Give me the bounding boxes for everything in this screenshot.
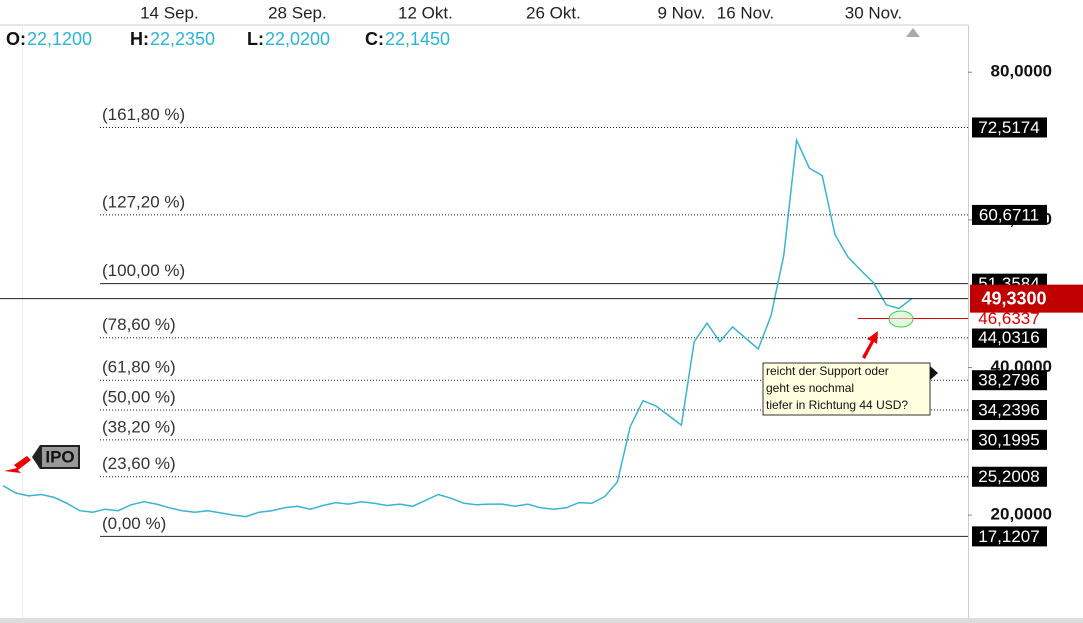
fib-value-box (972, 327, 1047, 348)
ohlc-label: H: (130, 29, 149, 49)
fib-name: (78,60 %) (102, 315, 176, 334)
arrow (4, 456, 31, 473)
x-tick-label: 14 Sep. (140, 3, 199, 22)
fib-value-label: 38,2796 (978, 371, 1039, 390)
support-label: 46,6337 (978, 309, 1039, 328)
scrollbar (0, 618, 1083, 623)
ohlc-value: 22,1200 (27, 29, 92, 49)
fib-value-label: 34,2396 (978, 401, 1039, 420)
ohlc-value: 22,2350 (150, 29, 215, 49)
fib-value-box (972, 466, 1047, 487)
fib-value-label: 25,2008 (978, 467, 1039, 486)
last-price-box (970, 284, 1083, 313)
fib-name: (100,00 %) (102, 261, 185, 280)
fib-value-box (972, 204, 1047, 225)
fib-name: (23,60 %) (102, 454, 176, 473)
fib-name: (50,00 %) (102, 388, 176, 407)
ipo-label: IPO (45, 447, 74, 466)
annotation-text: tiefer in Richtung 44 USD? (766, 398, 908, 412)
fib-value-box (972, 400, 1047, 421)
fib-value-label: 60,6711 (979, 205, 1039, 224)
support-box (972, 308, 1047, 329)
ohlc-label: O: (6, 29, 26, 49)
x-tick-label: 26 Okt. (526, 3, 581, 22)
fib-name: (61,80 %) (102, 358, 176, 377)
fib-value-label: 44,0316 (978, 328, 1039, 347)
x-tick-label: 16 Nov. (717, 3, 774, 22)
fib-name: (127,20 %) (102, 192, 185, 211)
annotation-box (762, 362, 931, 416)
fib-name: (38,20 %) (102, 417, 176, 436)
fib-name: (0,00 %) (102, 514, 166, 533)
fib-value-label: 30,1995 (978, 430, 1039, 449)
highlight-ellipse (888, 310, 914, 328)
annotation-text: reicht der Support oder (766, 364, 889, 378)
fib-value-box (972, 429, 1047, 450)
x-tick-label: 30 Nov. (845, 3, 902, 22)
fib-value-box (972, 526, 1047, 547)
ipo-tag-inner (42, 447, 78, 467)
annotation-text: geht es nochmal (766, 381, 854, 395)
fib-value-label: 72,5174 (978, 118, 1039, 137)
fib-value-label: 17,1207 (978, 527, 1039, 546)
arrow (862, 331, 878, 359)
ohlc-label: C: (365, 29, 384, 49)
price-line (2, 137, 913, 518)
x-tick-label: 12 Okt. (398, 3, 453, 22)
y-tick-label: 20,0000 (991, 505, 1052, 524)
ohlc-value: 22,0200 (265, 29, 330, 49)
x-tick-label: 28 Sep. (268, 3, 327, 22)
fib-name: (161,80 %) (102, 105, 185, 124)
last-price-label: 49,3300 (981, 288, 1046, 308)
ohlc-value: 22,1450 (385, 29, 450, 49)
ohlc-label: L: (247, 29, 264, 49)
fib-value-box (972, 117, 1047, 138)
x-tick-label: 9 Nov. (657, 3, 705, 22)
annotation-pointer (930, 366, 938, 380)
fib-value-box (972, 370, 1047, 391)
scroll-up-icon[interactable] (906, 28, 920, 37)
y-tick-label: 80,0000 (991, 62, 1052, 81)
